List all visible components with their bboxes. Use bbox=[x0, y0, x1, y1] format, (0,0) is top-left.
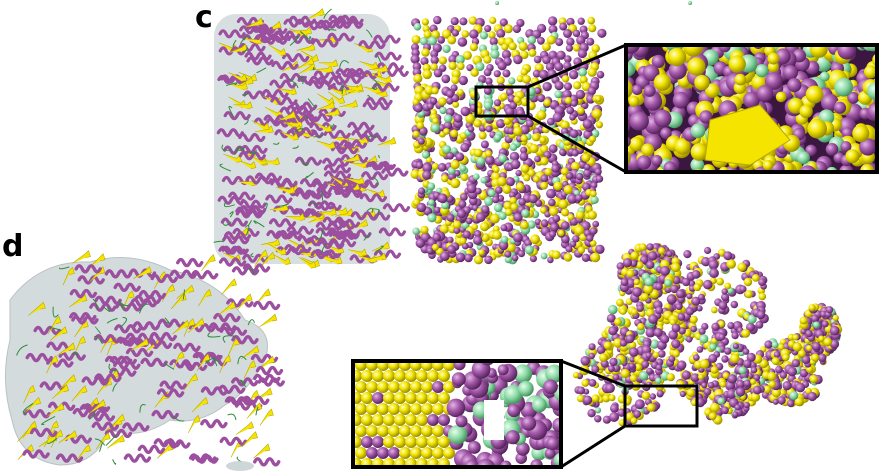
inset-c-frame bbox=[624, 43, 879, 174]
panel-c-sphere-structure bbox=[410, 1, 692, 265]
inset-c-source-box bbox=[474, 85, 530, 118]
inset-d-connector-bottom bbox=[560, 424, 626, 469]
panel-d-ribbon-structure bbox=[5, 249, 285, 471]
inset-c-sheet bbox=[704, 104, 791, 166]
inset-c-connector-bottom bbox=[527, 114, 627, 174]
panel-label-c: c bbox=[195, 0, 213, 35]
panel-c-ribbon-structure bbox=[213, 8, 411, 269]
inset-c-connector-top bbox=[527, 43, 627, 89]
inset-c-zoom bbox=[474, 43, 879, 174]
inset-d-frame bbox=[351, 359, 563, 469]
inset-d-zoom bbox=[351, 359, 699, 469]
inset-d-connector-top bbox=[560, 359, 626, 388]
panel-label-d: d bbox=[2, 229, 24, 264]
panel-d-sphere-structure bbox=[572, 242, 843, 427]
inset-d-gap bbox=[484, 400, 504, 440]
inset-d-source-box bbox=[623, 384, 699, 428]
surface-fragment bbox=[226, 461, 254, 471]
